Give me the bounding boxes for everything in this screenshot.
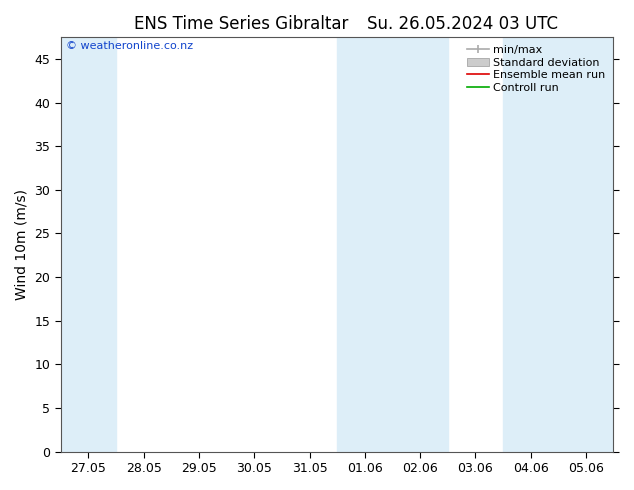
Bar: [61, 37, 116, 452]
Bar: [503, 37, 614, 452]
Text: © weatheronline.co.nz: © weatheronline.co.nz: [67, 41, 193, 51]
Legend: min/max, Standard deviation, Ensemble mean run, Controll run: min/max, Standard deviation, Ensemble me…: [465, 43, 608, 96]
Bar: [337, 37, 448, 452]
Text: ENS Time Series Gibraltar: ENS Time Series Gibraltar: [134, 15, 348, 33]
Y-axis label: Wind 10m (m/s): Wind 10m (m/s): [15, 189, 29, 300]
Text: Su. 26.05.2024 03 UTC: Su. 26.05.2024 03 UTC: [367, 15, 559, 33]
